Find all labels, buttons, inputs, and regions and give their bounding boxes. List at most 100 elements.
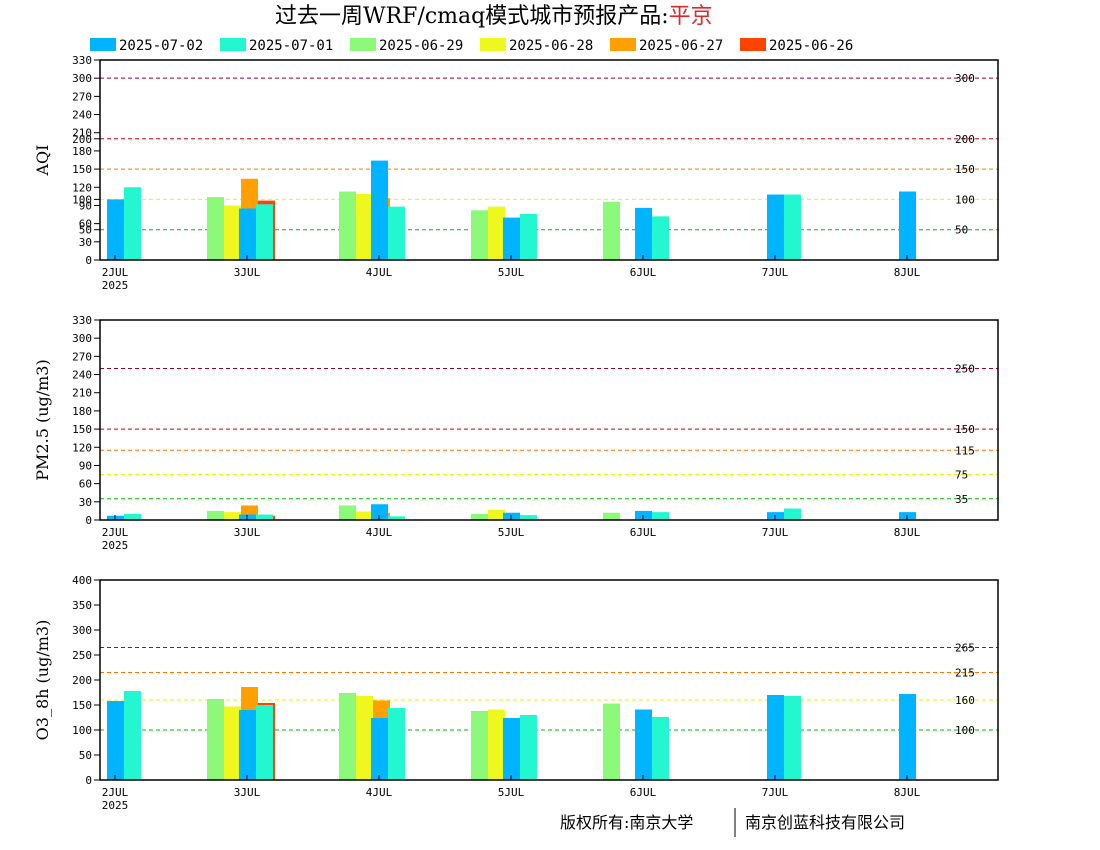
ytick-label-0-1: 30 bbox=[79, 236, 92, 249]
xtick-year-2: 2025 bbox=[102, 799, 129, 812]
threshold-label-2-1: 215 bbox=[955, 667, 975, 680]
bar-1-3-3 bbox=[356, 511, 373, 520]
bar-1-6-1 bbox=[520, 515, 537, 520]
bar-1-4-1 bbox=[388, 516, 405, 520]
ytick-label-1-10: 300 bbox=[72, 332, 92, 345]
bar-1-7-2 bbox=[603, 512, 620, 520]
bar-2-9-0 bbox=[767, 695, 784, 780]
bar-2-2-1 bbox=[256, 705, 273, 780]
bar-0-8-0 bbox=[635, 207, 652, 260]
threshold-label-1-3: 75 bbox=[955, 469, 968, 482]
bar-0-9-0 bbox=[767, 194, 784, 260]
bar-0-1-2 bbox=[207, 196, 224, 260]
legend-label-3: 2025-06-28 bbox=[509, 38, 593, 54]
threshold-label-0-1: 200 bbox=[955, 133, 975, 146]
ytick-label-1-7: 210 bbox=[72, 387, 92, 400]
ytick-label-0-4: 90 bbox=[79, 199, 92, 212]
ytick-label-1-0: 0 bbox=[85, 514, 92, 527]
ytick-label-2-0: 0 bbox=[85, 774, 92, 787]
ytick-label-1-1: 30 bbox=[79, 496, 92, 509]
xtick-label-1-4: 6JUL bbox=[630, 526, 657, 539]
bar-1-9-1 bbox=[784, 508, 801, 520]
bar-0-5-3 bbox=[488, 206, 505, 260]
bar-0-9-1 bbox=[784, 194, 801, 260]
chart-title-prefix: 过去一周WRF/cmaq模式城市预报产品: bbox=[275, 4, 669, 29]
ytick-label-2-3: 150 bbox=[72, 699, 92, 712]
threshold-label-1-0: 250 bbox=[955, 362, 975, 375]
bar-2-5-2 bbox=[471, 711, 488, 780]
bar-1-2-1 bbox=[256, 514, 273, 520]
ytick-label-2-6: 300 bbox=[72, 624, 92, 637]
bar-1-5-3 bbox=[488, 509, 505, 520]
xtick-year-1: 2025 bbox=[102, 539, 129, 552]
bar-0-1-3 bbox=[224, 205, 241, 260]
bar-1-4-0 bbox=[371, 504, 388, 520]
ytick-label-0-3: 60 bbox=[79, 218, 92, 231]
copyright-left: 版权所有:南京大学 bbox=[560, 813, 693, 832]
bar-1-1-3 bbox=[224, 512, 241, 520]
bar-2-2-0 bbox=[239, 710, 256, 780]
xtick-label-0-4: 6JUL bbox=[630, 266, 657, 279]
legend-swatch-5 bbox=[740, 38, 766, 51]
bar-2-5-3 bbox=[488, 709, 505, 780]
bar-0-4-1 bbox=[388, 206, 405, 260]
bar-2-6-1 bbox=[520, 715, 537, 780]
ytick-label-0-10: 210 bbox=[72, 127, 92, 140]
xtick-label-2-4: 6JUL bbox=[630, 786, 657, 799]
ytick-label-2-1: 50 bbox=[79, 749, 92, 762]
ytick-label-0-6: 120 bbox=[72, 181, 92, 194]
copyright-right: 南京创蓝科技有限公司 bbox=[745, 813, 905, 832]
bar-2-0-1 bbox=[124, 691, 141, 780]
legend-swatch-1 bbox=[220, 38, 246, 51]
xtick-year-0: 2025 bbox=[102, 279, 129, 292]
xtick-label-2-1: 3JUL bbox=[234, 786, 261, 799]
ytick-label-2-2: 100 bbox=[72, 724, 92, 737]
threshold-label-0-0: 300 bbox=[955, 72, 975, 85]
bar-1-1-2 bbox=[207, 510, 224, 520]
legend-label-4: 2025-06-27 bbox=[639, 38, 723, 54]
legend-swatch-3 bbox=[480, 38, 506, 51]
bar-2-3-2 bbox=[339, 693, 356, 780]
bar-2-8-1 bbox=[652, 717, 669, 780]
ytick-label-2-4: 200 bbox=[72, 674, 92, 687]
bar-0-3-3 bbox=[356, 193, 373, 260]
legend-swatch-0 bbox=[90, 38, 116, 51]
ytick-label-1-9: 270 bbox=[72, 350, 92, 363]
ytick-label-1-5: 150 bbox=[72, 423, 92, 436]
xtick-label-1-2: 4JUL bbox=[366, 526, 393, 539]
xtick-label-2-2: 4JUL bbox=[366, 786, 393, 799]
threshold-label-2-2: 160 bbox=[955, 694, 975, 707]
plot-frame-1 bbox=[99, 319, 999, 521]
xtick-label-1-1: 3JUL bbox=[234, 526, 261, 539]
ytick-label-2-5: 250 bbox=[72, 649, 92, 662]
threshold-label-0-4: 50 bbox=[955, 224, 968, 237]
ytick-label-0-11: 240 bbox=[72, 109, 92, 122]
bar-0-6-0 bbox=[503, 217, 520, 260]
threshold-label-0-2: 150 bbox=[955, 163, 975, 176]
bar-2-8-0 bbox=[635, 709, 652, 780]
xtick-label-0-1: 3JUL bbox=[234, 266, 261, 279]
ytick-label-0-12: 270 bbox=[72, 90, 92, 103]
threshold-label-2-3: 100 bbox=[955, 724, 975, 737]
threshold-label-1-2: 115 bbox=[955, 444, 975, 457]
bar-0-6-1 bbox=[520, 213, 537, 260]
xtick-label-1-5: 7JUL bbox=[762, 526, 789, 539]
xtick-label-1-6: 8JUL bbox=[894, 526, 921, 539]
bar-2-10-0 bbox=[899, 694, 916, 780]
y-axis-label-2: O3_8h (ug/m3) bbox=[33, 620, 52, 741]
legend-label-5: 2025-06-26 bbox=[769, 38, 853, 54]
bar-0-5-2 bbox=[471, 210, 488, 260]
bar-0-0-1 bbox=[124, 187, 141, 260]
bar-2-6-0 bbox=[503, 718, 520, 780]
bar-0-4-0 bbox=[371, 160, 388, 260]
ytick-label-1-2: 60 bbox=[79, 478, 92, 491]
bar-2-7-2 bbox=[603, 703, 620, 780]
ytick-label-0-2: 50 bbox=[79, 224, 92, 237]
threshold-label-0-3: 100 bbox=[955, 193, 975, 206]
panel-0: 3002001501005003050609010012015018020021… bbox=[33, 54, 999, 292]
panel-1: 250 150 115 75 35 0 30 60 90 120 150 180 210 240 270 30… bbox=[33, 314, 999, 552]
legend-swatch-2 bbox=[350, 38, 376, 51]
xtick-label-1-0: 2JUL bbox=[102, 526, 129, 539]
ytick-label-2-7: 350 bbox=[72, 599, 92, 612]
ytick-label-0-7: 150 bbox=[72, 163, 92, 176]
